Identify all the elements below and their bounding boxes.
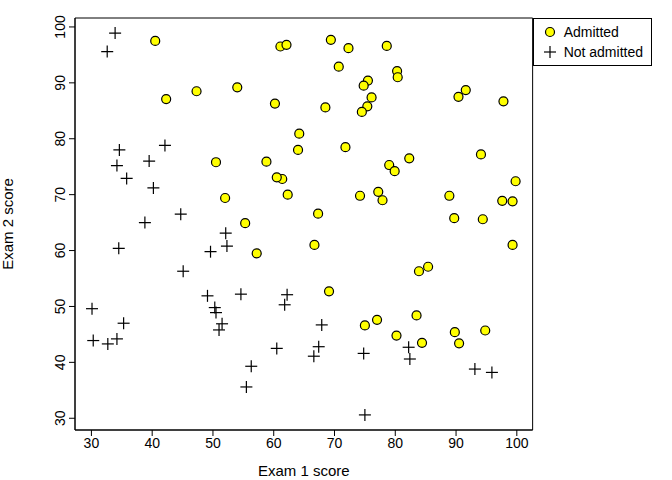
svg-text:80: 80: [52, 131, 68, 147]
svg-text:40: 40: [52, 354, 68, 370]
svg-text:70: 70: [327, 435, 343, 451]
svg-text:60: 60: [52, 243, 68, 259]
svg-text:40: 40: [144, 435, 160, 451]
svg-text:Exam 2 score: Exam 2 score: [8, 178, 16, 270]
svg-text:100: 100: [505, 435, 529, 451]
html-text:Admitted: Admitted: [563, 24, 619, 40]
svg-text:90: 90: [52, 75, 68, 91]
svg-text:100: 100: [52, 15, 68, 39]
svg-text:30: 30: [52, 410, 68, 426]
svg-text:60: 60: [266, 435, 282, 451]
svg-text:90: 90: [448, 435, 464, 451]
html-text:Not admitted: Not admitted: [563, 44, 643, 60]
svg-text:80: 80: [387, 435, 403, 451]
svg-text:50: 50: [52, 298, 68, 314]
svg-text:50: 50: [205, 435, 221, 451]
svg-text:70: 70: [52, 187, 68, 203]
svg-text:Exam 1 score: Exam 1 score: [258, 462, 350, 479]
svg-text:30: 30: [84, 435, 100, 451]
